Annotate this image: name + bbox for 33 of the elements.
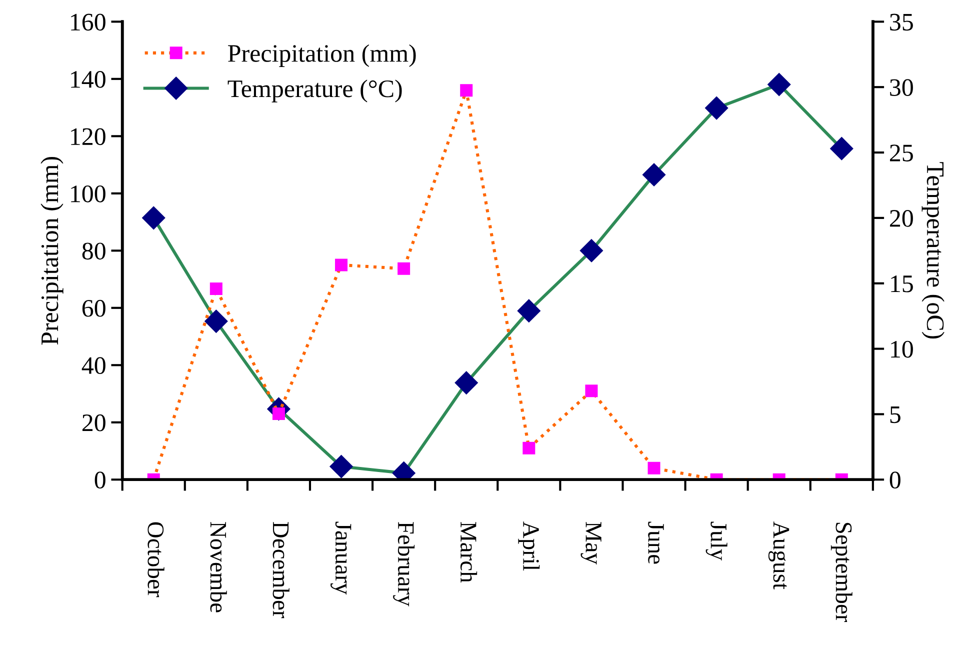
x-tick-label: June	[648, 522, 664, 564]
y-tick-label: 120	[71, 128, 106, 146]
y2-tick-label: 0	[890, 472, 900, 489]
x-tick-label: July	[706, 522, 728, 561]
x-tick-label: September	[830, 522, 852, 622]
y2-axis-title: Temperature (oC)	[922, 162, 944, 339]
y2-tick-label: 5	[890, 406, 900, 424]
y2-tick-label: 15	[891, 276, 913, 292]
x-tick-label: May	[580, 522, 602, 564]
legend-label: Precipitation (mm)	[228, 44, 416, 68]
x-tick-label: March	[460, 522, 478, 583]
y-tick-label: 60	[82, 300, 106, 317]
y2-tick-label: 20	[890, 210, 913, 227]
x-tick-label: October	[148, 522, 164, 598]
x-tick-label: August	[768, 522, 790, 590]
y-tick-label: 100	[71, 185, 106, 202]
y2-tick-label: 25	[890, 144, 913, 162]
y-tick-label: 40	[82, 357, 106, 374]
x-tick-label: Novembe	[210, 522, 227, 612]
x-tick-label: April	[518, 522, 540, 571]
legend-label: Temperature (°C)	[228, 80, 402, 102]
y2-tick-label: 10	[891, 340, 913, 358]
x-tick-label: February	[393, 522, 415, 606]
y-tick-label: 140	[71, 70, 106, 88]
y2-tick-label: 30	[890, 79, 913, 96]
y-axis-title: Precipitation (mm)	[40, 156, 64, 345]
x-tick-label: December	[272, 522, 290, 618]
x-tick-label: January	[330, 522, 352, 595]
y2-tick-label: 35	[890, 14, 913, 31]
y-tick-label: 20	[82, 414, 106, 432]
y-tick-label: 80	[82, 242, 106, 260]
y-tick-label: 0	[94, 472, 106, 489]
y-tick-label: 160	[71, 14, 106, 31]
